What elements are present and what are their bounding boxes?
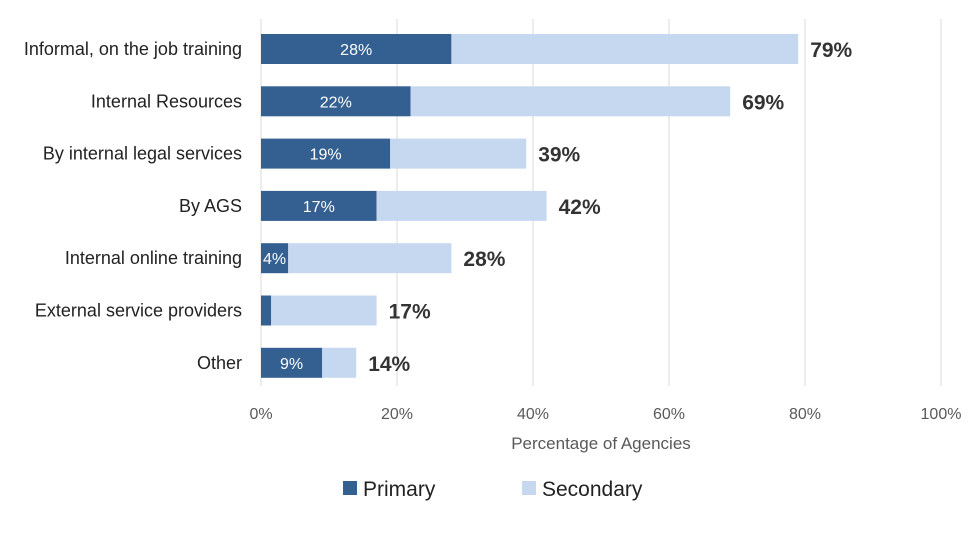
x-tick-label: 40% (517, 406, 549, 423)
category-label: By AGS (179, 196, 242, 216)
bar-primary (261, 347, 323, 378)
legend-swatch-primary (343, 481, 357, 495)
total-label: 28% (463, 248, 505, 271)
bar-primary (261, 34, 452, 64)
legend-swatch-secondary (522, 481, 536, 495)
bar-primary (261, 190, 377, 221)
category-label: External service providers (35, 301, 242, 321)
bar-value-label: 4% (263, 251, 286, 268)
category-label: Other (197, 353, 242, 373)
bar-value-label: 22% (320, 94, 352, 111)
total-label: 39% (538, 144, 580, 167)
bars (261, 34, 799, 378)
x-tick-label: 80% (789, 406, 821, 423)
total-label: 17% (389, 301, 431, 324)
bar-primary (261, 295, 272, 326)
bar-value-label: 9% (280, 356, 303, 373)
total-label: 14% (368, 353, 410, 376)
legend-label-primary: Primary (363, 478, 436, 501)
bar-secondary (322, 347, 357, 378)
x-axis-ticks: 0% 20% 40% 60% 80% 100% (249, 406, 961, 423)
bar-primary (261, 138, 391, 169)
bar-secondary (271, 295, 377, 326)
bar-value-label: 17% (303, 199, 335, 216)
x-tick-label: 0% (249, 406, 272, 423)
bar-secondary (390, 138, 527, 169)
legend: Primary Secondary (343, 478, 643, 501)
x-tick-label: 20% (381, 406, 413, 423)
bar-value-label: 19% (310, 147, 342, 164)
legend-label-secondary: Secondary (542, 478, 643, 501)
bar-primary (261, 243, 289, 274)
bar-secondary (376, 190, 547, 221)
category-label: Internal online training (65, 248, 242, 268)
x-tick-label: 60% (653, 406, 685, 423)
total-label: 69% (742, 91, 784, 114)
x-axis-title: Percentage of Agencies (511, 434, 691, 453)
labels: 28% Informal, on the job training 79% 22% In… (24, 39, 853, 376)
category-label: Informal, on the job training (24, 39, 242, 59)
bar-value-label: 28% (340, 42, 372, 59)
bar-primary (261, 86, 411, 117)
bar-secondary (410, 86, 731, 117)
bar-secondary (288, 243, 452, 274)
category-label: Internal Resources (91, 91, 242, 111)
total-label: 42% (559, 196, 601, 219)
bar-secondary (451, 34, 799, 64)
total-label: 79% (810, 39, 852, 62)
x-tick-label: 100% (921, 406, 962, 423)
category-label: By internal legal services (43, 144, 242, 164)
